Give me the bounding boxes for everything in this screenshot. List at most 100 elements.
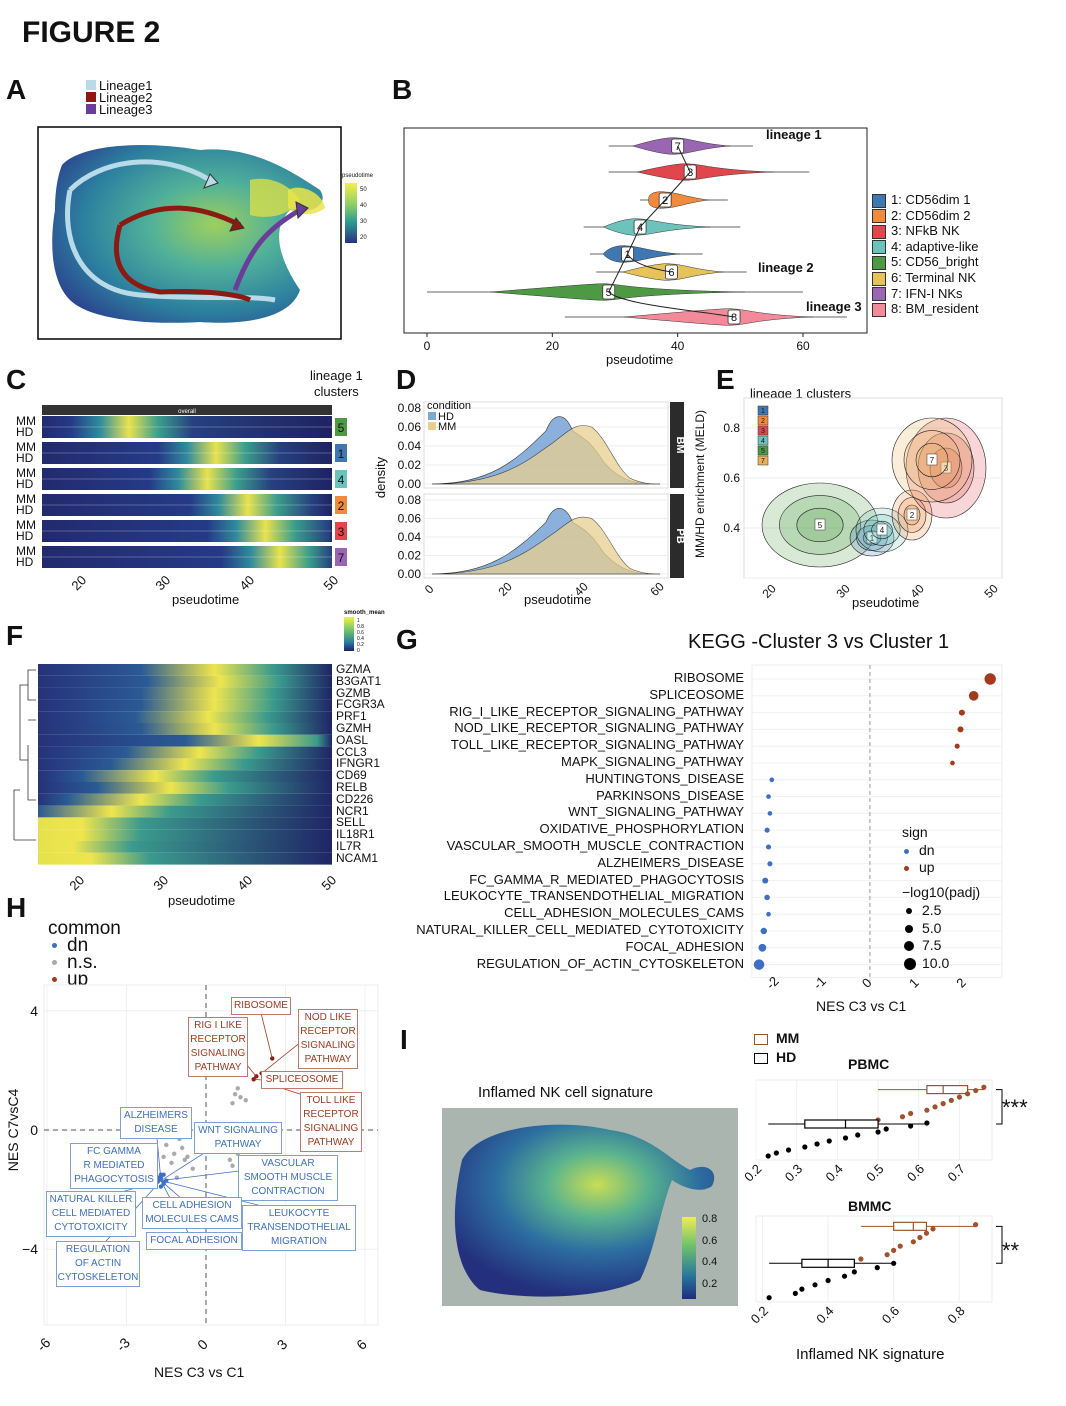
box-point: [923, 1230, 930, 1236]
dn-dot-icon: [52, 943, 57, 949]
dn-pathway-callout: NATURAL KILLER CELL MEDIATED CYTOTOXICIT…: [46, 1191, 136, 1237]
dn-dot-icon: [904, 848, 909, 854]
pathway-label: VASCULAR_SMOOTH_MUSCLE_CONTRACTION: [446, 837, 744, 853]
overall-strip: [42, 405, 332, 415]
mm-row-label: MM: [16, 414, 36, 428]
panel-letter-e: E: [716, 364, 735, 395]
gene-label: IFNGR1: [336, 756, 381, 771]
e-legend-swatch: [757, 445, 769, 456]
box-point: [884, 1252, 890, 1258]
panel-letter-d: D: [396, 364, 417, 395]
gene-row: [38, 699, 332, 712]
common-ns-label: n.s.: [67, 952, 98, 973]
box-point: [858, 1256, 864, 1262]
dn-pathway-callout: FC GAMMA R MEDIATED PHAGOCYTOSIS: [70, 1143, 158, 1189]
hd-row-label: HD: [16, 451, 34, 465]
pathway-label: ALZHEIMERS_DISEASE: [597, 854, 744, 870]
panel-b-xlabel: pseudotime: [606, 352, 674, 367]
gene-label: SELL: [336, 815, 366, 830]
hd-box-icon: [754, 1052, 768, 1064]
cluster-legend-item: 3: NFkB NK: [872, 223, 978, 239]
dn-pathway-callout: CELL ADHESION MOLECULES CAMS: [142, 1197, 242, 1229]
cluster-chip-label: 7: [338, 551, 345, 565]
d-ytick: 0.02: [398, 458, 422, 472]
gene-row: [38, 782, 332, 794]
bmmc-xtick: 0.2: [748, 1303, 771, 1326]
bmmc-significance-bracket: [996, 1225, 1003, 1264]
mm-legend-item: MM: [428, 422, 456, 433]
cluster-swatch-icon: [872, 271, 886, 286]
cluster-legend-label: 1: CD56dim 1: [891, 192, 971, 207]
box-point: [930, 1226, 936, 1232]
contour-label-box: [926, 453, 938, 466]
up-pathway-callout: TOLL LIKE RECEPTOR SIGNALING PATHWAY: [300, 1092, 362, 1152]
sign-up-item: up: [904, 859, 935, 876]
gene-label: GZMB: [336, 685, 371, 700]
box-point: [802, 1144, 808, 1150]
nes-point: [950, 760, 955, 766]
b-xtick: 20: [546, 339, 560, 353]
box-point: [981, 1084, 987, 1090]
e-ytick: 0.6: [723, 471, 740, 485]
cluster-legend-item: 4: adaptive-like: [872, 239, 978, 255]
gene-dendrogram: [13, 669, 36, 841]
hd-box-label: HD: [776, 1049, 797, 1065]
dn-pathway-callout: REGULATION OF ACTIN CYTOSKELETON: [56, 1241, 140, 1287]
dn-point: [158, 1172, 164, 1177]
f-cbar-tick: 0.4: [357, 636, 364, 642]
cluster-legend-label: 7: IFN-I NKs: [891, 285, 963, 301]
cluster-legend-label: 3: NFkB NK: [891, 223, 960, 239]
size-legend-title: −log10(padj): [902, 884, 981, 900]
panel-f-xlabel: pseudotime: [168, 893, 236, 908]
condition-legend: HD MM: [428, 412, 456, 433]
contour-label: 4: [880, 526, 885, 535]
size-item: 5.0: [904, 920, 949, 938]
box-point: [875, 1129, 881, 1135]
bmmc-xtick: 0.8: [944, 1303, 967, 1326]
hd-swatch-icon: [428, 412, 436, 420]
box-point: [883, 1126, 889, 1132]
cluster-swatch-icon: [872, 209, 886, 224]
d-ytick: 0.04: [398, 530, 422, 544]
mm-density-curve: [431, 516, 661, 575]
pbmc-significance-bracket: [996, 1089, 1003, 1125]
hd-row-label: HD: [16, 555, 34, 569]
panel-d-xlabel: pseudotime: [524, 592, 592, 607]
d-ytick: 0.00: [398, 567, 422, 581]
gene-label: NCAM1: [336, 850, 379, 865]
violin-5: [490, 283, 745, 301]
cluster-legend-label: 4: adaptive-like: [891, 238, 979, 254]
cluster-legend: 1: CD56dim 1 2: CD56dim 2 3: NFkB NK 4: ada…: [872, 192, 978, 317]
box-point: [932, 1104, 938, 1110]
cluster-swatch-icon: [872, 224, 886, 239]
pathway-label: MAPK_SIGNALING_PATHWAY: [560, 753, 744, 769]
bmmc-xtick: 0.6: [879, 1303, 902, 1326]
condition-title: condition: [427, 400, 472, 412]
gene-label: GZMH: [336, 720, 372, 735]
cbar-tick: 0.4: [702, 1256, 718, 1268]
size-dot-icon: [906, 908, 912, 915]
nes-point: [766, 794, 771, 799]
ns-point: [190, 1166, 195, 1171]
f-cbar-tick: 0.6: [357, 630, 364, 636]
mm-hd-legend: MM HD: [754, 1029, 799, 1067]
nes-point: [764, 894, 770, 901]
e-legend-label: 1: [761, 408, 765, 415]
cluster-legend-item: 5: CD56_bright: [872, 254, 978, 270]
gene-label: GZMA: [336, 662, 371, 676]
box-point: [891, 1247, 897, 1253]
b-xtick: 60: [796, 339, 810, 353]
cluster-legend-label: 2: CD56dim 2: [891, 207, 971, 223]
e-legend-swatch: [757, 435, 769, 446]
ns-point: [172, 1151, 177, 1157]
panel-c-xlabel: pseudotime: [172, 592, 240, 607]
violin-label: 5: [606, 287, 612, 299]
bmmc-title: BMMC: [848, 1198, 892, 1214]
cluster-chip-label: 3: [338, 525, 345, 539]
up-dot-icon: [904, 865, 909, 871]
e-ytick: 0.8: [723, 421, 740, 435]
gene-label: NCR1: [336, 803, 369, 818]
ns-point: [235, 1086, 240, 1091]
cbar-tick: 0.8: [702, 1213, 718, 1225]
